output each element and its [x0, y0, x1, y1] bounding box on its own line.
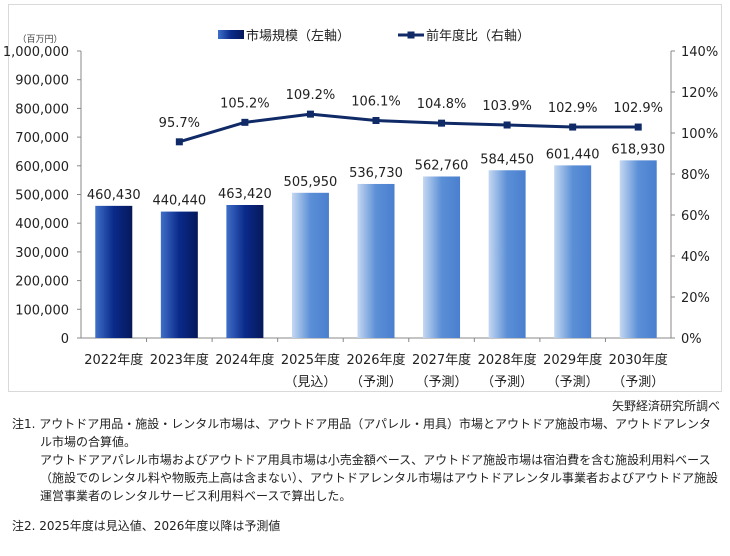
note-1: 注1. アウトドア用品・施設・レンタル市場は、アウトドア用品（アパレル・用具）市… [12, 415, 722, 505]
category-sublabel: （予測） [547, 375, 599, 390]
ratio-marker [438, 119, 446, 127]
ratio-marker [503, 121, 511, 129]
bar-value-label: 562,760 [415, 158, 469, 173]
ratio-marker [634, 123, 642, 131]
legend-bar-swatch [218, 30, 244, 39]
left-tick-label: 500,000 [15, 189, 69, 204]
left-tick-label: 300,000 [15, 246, 69, 261]
ratio-value-label: 102.9% [548, 101, 598, 116]
left-tick-label: 100,000 [15, 303, 69, 318]
ratio-value-label: 109.2% [286, 88, 336, 103]
ratio-value-label: 105.2% [220, 96, 270, 111]
left-tick-label: 200,000 [15, 275, 69, 290]
left-tick-label: 700,000 [15, 131, 69, 146]
category-label: 2028年度 [478, 352, 537, 368]
category-sublabel: （予測） [612, 375, 664, 390]
ratio-value-label: 95.7% [159, 116, 200, 131]
bar-value-label: 440,440 [152, 194, 206, 209]
right-tick-label: 140% [681, 45, 718, 60]
bar [488, 170, 526, 338]
left-tick-label: 0 [61, 332, 69, 347]
left-tick-label: 800,000 [15, 102, 69, 117]
ratio-value-label: 106.1% [351, 94, 401, 109]
note-1-head: 注1. アウトドア用品・施設・レンタル市場は、アウトドア用品（アパレル・用具）市… [12, 417, 712, 449]
bar-value-label: 460,430 [87, 188, 141, 203]
ratio-line [178, 112, 639, 144]
right-tick-label: 100% [681, 127, 718, 142]
category-sublabel: （予測） [350, 375, 402, 390]
note-2: 注2. 2025年度は見込値、2026年度以降は予測値 [12, 519, 281, 533]
right-tick-label: 120% [681, 86, 718, 101]
category-label: 2026年度 [346, 352, 405, 368]
bar [554, 165, 592, 338]
category-label: 2029年度 [543, 352, 602, 368]
bar [160, 211, 198, 338]
ratio-value-label: 103.9% [482, 99, 532, 114]
right-tick-label: 80% [681, 168, 710, 183]
bar-value-label: 536,730 [349, 166, 403, 181]
category-sublabel: （見込） [284, 375, 336, 390]
bar-value-label: 584,450 [480, 152, 534, 167]
category-label: 2024年度 [215, 352, 274, 368]
bar [291, 192, 329, 338]
ratio-marker [372, 116, 380, 124]
category-label: 2022年度 [84, 352, 143, 368]
category-sublabel: （予測） [481, 375, 533, 390]
category-label: 2027年度 [412, 352, 471, 368]
ratio-marker [569, 123, 577, 131]
right-tick-label: 0% [681, 332, 702, 347]
legend-line-label: 前年度比（右軸） [426, 28, 530, 44]
ratio-value-label: 104.8% [417, 97, 467, 112]
right-tick-label: 20% [681, 291, 710, 306]
left-tick-label: 400,000 [15, 217, 69, 232]
legend-line-marker [407, 31, 415, 39]
right-tick-label: 40% [681, 250, 710, 265]
bar [226, 204, 264, 338]
bar [357, 183, 395, 338]
left-tick-label: 900,000 [15, 74, 69, 89]
ratio-value-label: 102.9% [613, 101, 663, 116]
bar-value-label: 505,950 [284, 175, 338, 190]
ratio-marker [241, 118, 249, 126]
chart-svg: 0 100,000 200,000 300,000 400,000 500,000 600,… [3, 28, 718, 390]
bar-value-label: 601,440 [546, 147, 600, 162]
right-tick-label: 60% [681, 209, 710, 224]
bar [95, 205, 133, 338]
source-label: 矢野経済研究所調べ [611, 399, 720, 413]
category-label: 2030年度 [609, 352, 668, 368]
unit-label: （百万円） [17, 34, 62, 45]
bar [423, 176, 461, 338]
category-label: 2023年度 [150, 352, 209, 368]
category-sublabel: （予測） [416, 375, 468, 390]
ratio-marker [175, 138, 183, 146]
bar-value-label: 618,930 [611, 142, 665, 157]
note-1-body: アウトドアアパレル市場およびアウトドア用具市場は小売金額ベース、アウトドア施設市… [40, 453, 719, 503]
chart-frame [8, 4, 722, 392]
ratio-marker [306, 110, 314, 118]
bar [619, 160, 657, 338]
left-tick-label: 1,000,000 [3, 45, 69, 60]
legend-bar-label: 市場規模（左軸） [246, 28, 350, 44]
category-label: 2025年度 [281, 352, 340, 368]
bar-value-label: 463,420 [218, 187, 272, 202]
left-tick-label: 600,000 [15, 160, 69, 175]
